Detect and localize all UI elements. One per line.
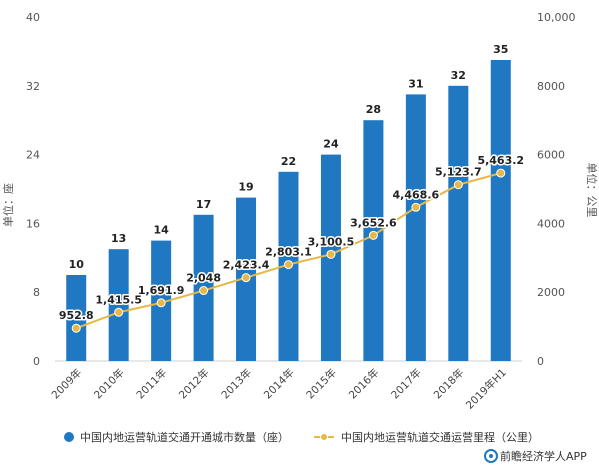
bar [66,275,87,361]
bar [448,85,469,362]
x-tick-label: 2019年H1 [463,366,509,412]
bar [363,120,384,361]
right-tick-label: 0 [537,355,544,368]
line-value-label: 1,415.5 [95,293,142,306]
bar-value-label: 31 [408,77,423,90]
bar-labels: 10 13 14 17 19 22 24 28 31 32 35 [69,43,509,271]
bar-value-label: 14 [153,224,169,237]
line-point [326,249,336,259]
left-tick-label: 40 [26,11,40,24]
right-tick-label: 6000 [537,149,565,162]
line-point [156,298,166,308]
line-value-label: 2,803.1 [265,246,312,259]
bar [490,60,511,361]
line-series [71,168,506,333]
x-tick-label: 2015年 [304,366,340,402]
right-axis-label: 单位：公里 [585,163,599,218]
x-tick-label: 2010年 [91,366,127,402]
line-value-label: 3,652.6 [350,216,397,229]
x-tick-label: 2013年 [219,366,255,402]
line-value-label: 2,423.4 [223,259,270,272]
line-value-label: 1,691.9 [138,284,185,297]
bar-value-label: 13 [111,232,126,245]
line-point [199,286,209,296]
right-tick-label: 2000 [537,286,565,299]
bar [405,94,426,362]
bar-value-label: 28 [366,103,381,116]
right-tick-label: 4000 [537,217,565,230]
x-tick-label: 2009年 [49,366,85,402]
line-point [368,230,378,240]
footer: 前瞻经济学人APP [484,449,587,463]
left-tick-label: 24 [26,149,40,162]
bar-value-label: 24 [323,138,339,151]
legend-bar-marker [64,432,74,442]
bar-value-label: 10 [69,258,85,271]
bar-value-label: 32 [451,69,466,82]
line-point [284,260,293,270]
bar-series [66,60,511,362]
footer-logo-dot-icon [489,454,493,458]
line-value-label: 4,468.6 [393,188,440,201]
x-tick-label: 2011年 [134,366,170,402]
bar-value-label: 35 [493,43,508,56]
line-point [496,168,506,178]
line-value-label: 952.8 [59,309,94,322]
legend-item-line: 中国内地运营轨道交通运营里程（公里） [314,430,539,444]
line-value-label: 2,048 [186,272,221,285]
line-value-label: 3,100.5 [308,235,355,248]
x-tick-label: 2016年 [346,366,382,402]
line-point [241,273,251,283]
left-axis-label: 单位：座 [1,183,15,227]
legend-line-label: 中国内地运营轨道交通运营里程（公里） [341,430,539,444]
right-tick-label: 10,000 [537,11,576,24]
x-tick-label: 2014年 [261,366,297,402]
x-ticks: 2009年 2010年 2011年 2012年 2013年 2014年 2015年 2016年… [49,366,509,412]
bar-value-label: 17 [196,198,211,211]
bar [108,249,129,361]
line-value-label: 5,463.2 [477,154,524,167]
left-tick-label: 8 [33,286,40,299]
x-tick-label: 2012年 [176,366,212,402]
right-axis: 0 2000 4000 6000 8000 10,000 单位：公里 [537,11,599,368]
left-tick-label: 16 [26,217,40,230]
legend-item-bars: 中国内地运营轨道交通开通城市数量（座） [64,430,289,444]
x-tick-label: 2018年 [431,366,467,402]
line-point [453,180,463,190]
footer-logo-icon [484,449,498,463]
line-labels: 952.81,415.51,691.92,0482,423.42,803.13,… [57,153,525,324]
left-axis: 0 8 16 24 32 40 单位：座 [1,11,40,368]
legend-bar-label: 中国内地运营轨道交通开通城市数量（座） [80,430,289,444]
bar-value-label: 22 [281,155,296,168]
line-point [71,323,81,333]
x-tick-label: 2017年 [388,366,424,402]
legend: 中国内地运营轨道交通开通城市数量（座） 中国内地运营轨道交通运营里程（公里） [64,430,539,444]
line-point [114,307,124,317]
left-tick-label: 0 [33,355,40,368]
bar-value-label: 19 [238,181,253,194]
line-point [411,202,421,212]
line-value-label: 5,123.7 [435,166,482,179]
legend-line-dot [320,433,328,441]
left-tick-label: 32 [26,80,40,93]
right-tick-label: 8000 [537,80,565,93]
footer-source: 前瞻经济学人APP [500,449,587,463]
